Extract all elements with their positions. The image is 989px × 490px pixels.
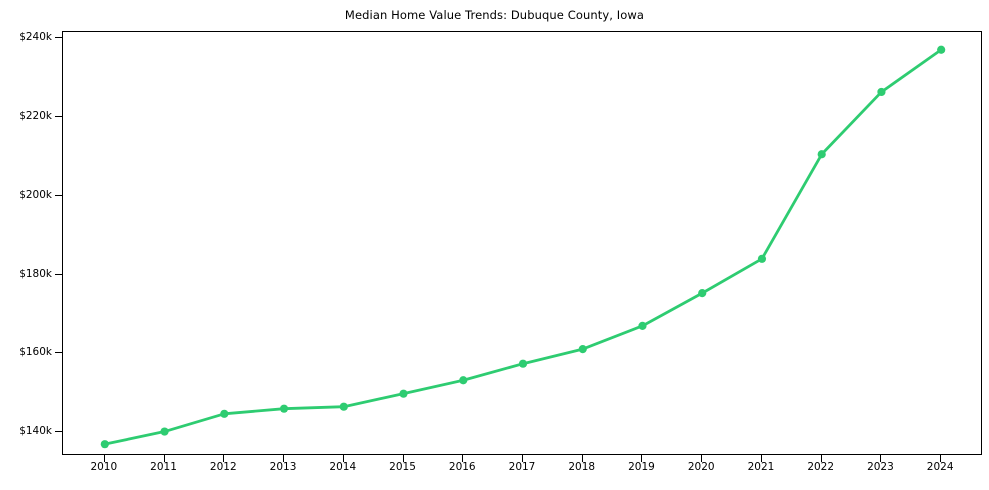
x-axis-tick-mark bbox=[402, 455, 404, 462]
y-axis-tick-mark bbox=[55, 194, 62, 196]
x-axis-tick-mark bbox=[283, 455, 285, 462]
data-point-2018 bbox=[578, 345, 587, 354]
y-axis-tick-label: $200k bbox=[19, 188, 52, 201]
x-axis-tick-mark bbox=[522, 455, 523, 462]
y-axis-tick-label: $240k bbox=[19, 30, 52, 43]
x-axis-tick-mark bbox=[163, 455, 165, 462]
x-axis-tick-label: 2012 bbox=[209, 461, 237, 473]
x-axis-tick-label: 2015 bbox=[389, 461, 416, 473]
x-axis-tick-mark bbox=[760, 455, 762, 462]
x-axis-tick-mark bbox=[223, 455, 225, 462]
y-axis-tick-mark bbox=[55, 273, 62, 275]
y-axis-tick-mark bbox=[55, 431, 62, 433]
data-point-2012 bbox=[220, 409, 229, 418]
x-axis-tick-label: 2014 bbox=[329, 461, 357, 473]
data-point-2020 bbox=[698, 289, 707, 298]
x-axis-tick-mark bbox=[462, 455, 464, 462]
x-axis-tick-mark bbox=[820, 455, 822, 462]
x-axis-tick-mark bbox=[701, 455, 703, 462]
data-point-2021 bbox=[757, 254, 767, 263]
data-point-2014 bbox=[339, 402, 348, 411]
x-axis-tick-mark bbox=[940, 455, 942, 462]
series-markers bbox=[100, 45, 946, 449]
data-point-2019 bbox=[638, 321, 647, 330]
x-axis-tick-label: 2024 bbox=[926, 461, 954, 473]
x-axis-tick-label: 2013 bbox=[269, 461, 297, 473]
data-point-2017 bbox=[518, 359, 528, 368]
x-axis-tick-label: 2020 bbox=[687, 461, 715, 473]
x-axis-tick-label: 2018 bbox=[568, 461, 596, 473]
x-axis-tick-label: 2022 bbox=[807, 461, 835, 473]
y-axis-tick-label: $140k bbox=[19, 425, 52, 438]
x-axis-tick-label: 2016 bbox=[448, 461, 476, 473]
data-point-2011 bbox=[160, 427, 169, 436]
y-axis-tick-mark bbox=[55, 36, 62, 38]
y-axis-tick-label: $220k bbox=[19, 109, 52, 122]
x-axis-tick-mark bbox=[103, 455, 105, 462]
x-axis-tick-mark bbox=[342, 455, 344, 462]
plot-area bbox=[62, 31, 982, 455]
x-axis-tick-label: 2023 bbox=[867, 461, 894, 473]
x-axis-tick-mark bbox=[581, 455, 583, 462]
data-point-2022 bbox=[817, 150, 826, 159]
data-point-2023 bbox=[877, 87, 886, 97]
series-line-median-home-value bbox=[103, 48, 943, 446]
data-point-2024 bbox=[937, 45, 946, 54]
data-point-2010 bbox=[100, 440, 109, 449]
x-axis-tick-label: 2021 bbox=[747, 461, 775, 473]
x-axis-tick-mark bbox=[880, 455, 882, 462]
data-point-2015 bbox=[399, 389, 408, 398]
y-axis-tick-labels: $140k $160k $180k $200k $220k $240k bbox=[0, 0, 52, 490]
x-axis-tick-label: 2019 bbox=[628, 461, 655, 473]
chart-title: Median Home Value Trends: Dubuque County… bbox=[344, 8, 645, 22]
x-axis-tick-label: 2010 bbox=[90, 461, 118, 473]
y-axis-tick-label: $160k bbox=[19, 346, 52, 359]
y-axis-tick-label: $180k bbox=[19, 267, 52, 280]
y-axis-tick-mark bbox=[55, 115, 62, 117]
x-axis-tick-label: 2011 bbox=[150, 461, 177, 473]
y-axis-tick-mark bbox=[55, 352, 62, 354]
x-axis-tick-mark bbox=[641, 455, 643, 462]
line-series-svg bbox=[100, 45, 946, 449]
data-point-2013 bbox=[279, 404, 289, 413]
x-axis-tick-label: 2017 bbox=[508, 461, 536, 473]
data-point-2016 bbox=[459, 376, 468, 385]
